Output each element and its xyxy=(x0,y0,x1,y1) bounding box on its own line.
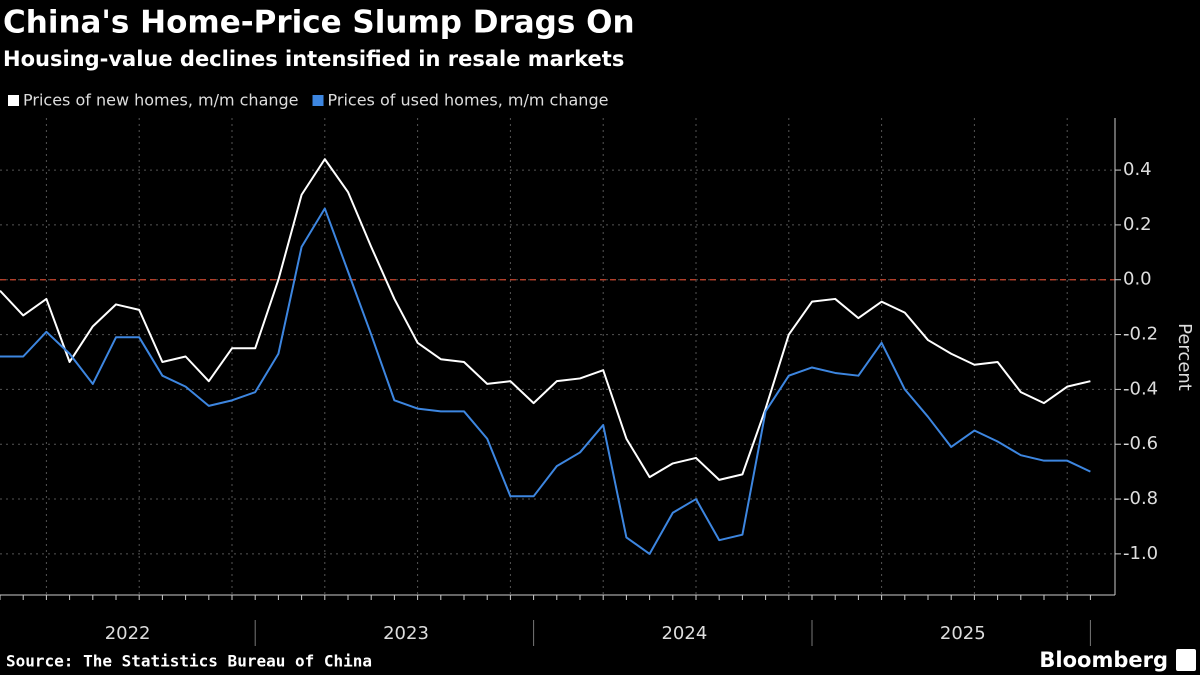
series-line xyxy=(0,207,1091,555)
legend-swatch xyxy=(312,95,324,106)
y-tick-label: -1.0 xyxy=(1123,543,1158,564)
y-tick-label: 0.2 xyxy=(1123,214,1152,235)
source: Source: The Statistics Bureau of China xyxy=(6,652,372,671)
legend-swatch xyxy=(8,95,19,106)
y-tick-label: -0.8 xyxy=(1123,488,1158,509)
y-tick-label: 0.0 xyxy=(1123,269,1152,290)
y-tick-label: -0.4 xyxy=(1123,378,1158,399)
y-tick-label: 0.4 xyxy=(1123,159,1152,180)
y-tick-label: -0.6 xyxy=(1123,433,1158,454)
legend: Prices of new homes, m/m change Prices of… xyxy=(8,91,608,110)
y-tick-label: -0.2 xyxy=(1123,324,1158,345)
x-tick-label: 2023 xyxy=(383,623,429,644)
x-tick-label: 2024 xyxy=(661,623,707,644)
legend-label: Prices of used homes, m/m change xyxy=(328,91,609,110)
series-line xyxy=(0,158,1091,481)
brand-icon xyxy=(1176,649,1196,671)
y-axis-label: Percent xyxy=(1174,323,1195,391)
chart-subtitle: Housing-value declines intensified in re… xyxy=(3,47,624,71)
x-tick-label: 2022 xyxy=(105,623,151,644)
chart-title: China's Home-Price Slump Drags On xyxy=(3,5,635,41)
legend-label: Prices of new homes, m/m change xyxy=(23,91,299,110)
brand: Bloomberg xyxy=(1039,648,1168,672)
x-tick-label: 2025 xyxy=(940,623,986,644)
